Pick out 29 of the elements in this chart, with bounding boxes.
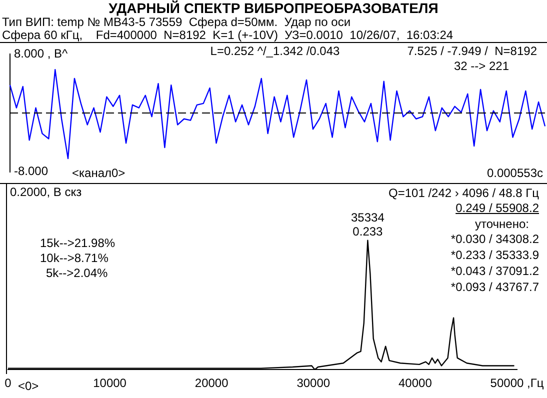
text: <0> xyxy=(18,379,39,393)
annotation: *0.093 / 43767.7 xyxy=(450,280,539,294)
chart-subtitle: Тип ВИП: temp № МВ43-5 73559 Сфера d=50мм. Удар по оси Сфера 60 кГц, Fd=400000 N=8192 K=1 (+-10V) УЗ=0.0010 10/26/07, 16:03:24 xyxy=(1,15,454,42)
annotation: 0.000553с xyxy=(486,166,543,180)
x-tick-label: 20000 xyxy=(194,376,229,390)
y-tick-label: 8.000 , В^ xyxy=(14,46,68,61)
annotation: *0.043 / 37091.2 xyxy=(450,264,539,278)
annotation: 35334 xyxy=(351,210,385,225)
y-axis-title: 0.2000, В скз xyxy=(10,185,82,199)
x-tick-label: 0 xyxy=(4,376,12,390)
text: уточнено: xyxy=(475,217,529,231)
annotation: L=0.252 ^/_1.342 /0.043 xyxy=(209,44,341,58)
annotation: 0.233 xyxy=(352,224,384,239)
text: Q=101 /242 › 4096 / 48.8 Гц xyxy=(388,186,539,200)
x-tick-label: 10000 xyxy=(93,376,127,390)
annotation: 7.525 / -7.949 / N=8192 xyxy=(407,44,537,58)
y-tick-label: -8.000 xyxy=(14,164,48,178)
x-tick-label: 30000 xyxy=(296,376,330,390)
text: 0.249 / 55908.2 xyxy=(456,201,539,215)
annotation: 32 --> 221 xyxy=(454,59,509,73)
x-tick-label: 40000 xyxy=(398,376,432,390)
annotation: <канал0> xyxy=(72,166,126,180)
annotation: 15k-->21.98% xyxy=(40,236,116,250)
annotation: 10k-->8.71% xyxy=(40,251,108,265)
x-tick-label: 50000 ,Гц xyxy=(490,376,544,390)
chart-title: УДАРНЫЙ СПЕКТР ВИБРОПРЕОБРАЗОВАТЕЛЯ xyxy=(108,0,440,16)
annotation: *0.233 / 35333.9 xyxy=(450,248,539,262)
annotation: *0.030 / 34308.2 xyxy=(450,232,539,246)
annotation: 5k-->2.04% xyxy=(46,266,108,280)
